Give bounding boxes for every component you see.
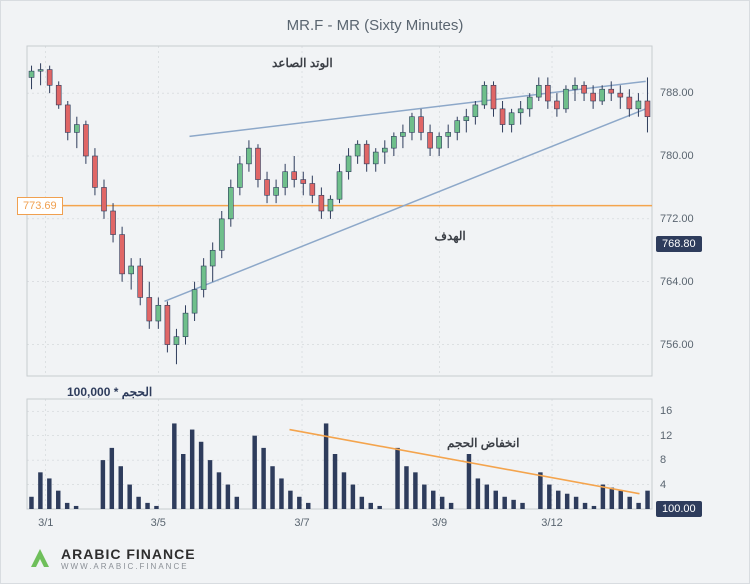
price-ytick-label: 780.00 <box>660 150 694 162</box>
x-axis-label: 3/12 <box>541 517 562 529</box>
brand-icon <box>27 545 53 571</box>
volume-ytick-label: 8 <box>660 454 666 466</box>
support-line-label: 773.69 <box>17 197 63 215</box>
volume-panel <box>27 399 699 524</box>
price-ytick-label: 764.00 <box>660 276 694 288</box>
chart-title: MR.F - MR (Sixty Minutes) <box>1 17 749 34</box>
price-annotation: الهدف <box>435 229 466 243</box>
chart-frame: MR.F - MR (Sixty Minutes) ARABIC FINANCE… <box>0 0 750 584</box>
brand-url: WWW.ARABIC.FINANCE <box>61 562 196 571</box>
current-price-tag: 768.80 <box>656 236 702 252</box>
x-axis-label: 3/5 <box>151 517 166 529</box>
volume-title: الحجم * 100,000 <box>67 385 152 399</box>
volume-current-tag: 100.00 <box>656 501 702 517</box>
x-axis-label: 3/7 <box>294 517 309 529</box>
price-ytick-label: 772.00 <box>660 213 694 225</box>
price-panel <box>27 46 699 376</box>
brand-name: ARABIC FINANCE <box>61 546 196 562</box>
brand-logo: ARABIC FINANCE WWW.ARABIC.FINANCE <box>27 545 196 571</box>
volume-ytick-label: 12 <box>660 430 672 442</box>
x-axis-label: 3/9 <box>432 517 447 529</box>
price-ytick-label: 788.00 <box>660 87 694 99</box>
volume-chart-svg <box>27 399 699 524</box>
volume-annotation: انخفاض الحجم <box>447 436 519 450</box>
volume-ytick-label: 16 <box>660 405 672 417</box>
price-chart-svg <box>27 46 699 376</box>
volume-ytick-label: 4 <box>660 479 666 491</box>
price-annotation: الوتد الصاعد <box>272 56 333 70</box>
x-axis-label: 3/1 <box>38 517 53 529</box>
price-ytick-label: 756.00 <box>660 339 694 351</box>
